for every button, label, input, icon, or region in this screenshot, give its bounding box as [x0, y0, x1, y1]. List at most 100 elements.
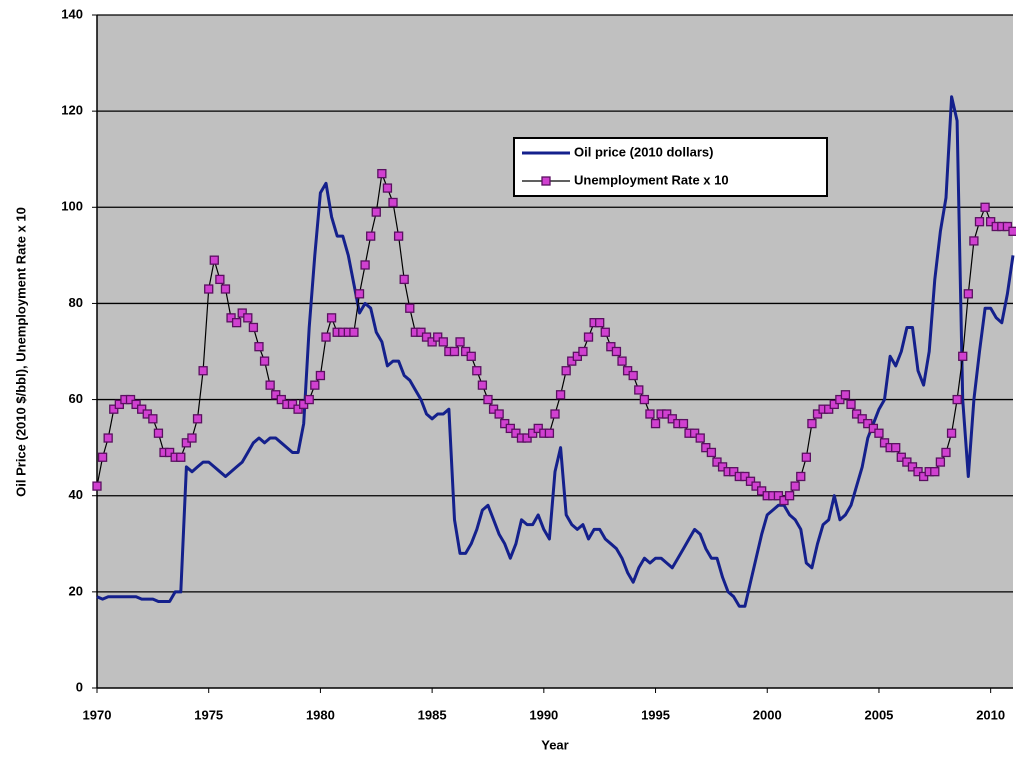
marker	[567, 356, 577, 366]
marker	[952, 394, 962, 405]
marker	[717, 462, 728, 472]
marker	[148, 414, 158, 424]
marker	[740, 471, 750, 482]
plot-area	[97, 15, 1013, 688]
y-tick-label: 80	[69, 295, 83, 310]
marker	[840, 390, 851, 400]
marker	[712, 457, 722, 467]
marker	[757, 486, 767, 496]
marker	[310, 380, 320, 390]
marker	[449, 346, 460, 357]
marker	[851, 409, 862, 419]
legend-label: Unemployment Rate x 10	[574, 172, 729, 187]
legend-marker	[541, 176, 551, 186]
marker	[1002, 221, 1013, 232]
marker	[583, 332, 594, 342]
marker	[377, 168, 387, 179]
marker	[382, 183, 393, 193]
marker	[349, 327, 359, 337]
marker	[773, 491, 784, 501]
marker	[628, 370, 638, 381]
marker	[371, 207, 381, 217]
marker	[695, 433, 705, 443]
marker	[913, 467, 923, 477]
marker	[393, 231, 404, 241]
x-tick-label: 2010	[976, 707, 1005, 722]
marker	[176, 452, 186, 462]
marker	[522, 433, 532, 443]
marker	[801, 452, 811, 462]
marker	[572, 351, 582, 361]
marker	[706, 447, 717, 458]
marker	[315, 370, 326, 381]
marker	[667, 414, 677, 424]
marker	[544, 428, 555, 438]
marker	[958, 351, 968, 361]
marker	[550, 409, 560, 419]
marker	[796, 471, 806, 482]
marker	[662, 409, 672, 419]
marker	[405, 303, 415, 313]
marker	[276, 394, 286, 405]
y-tick-label: 40	[69, 487, 83, 502]
marker	[354, 289, 365, 299]
marker	[528, 428, 538, 438]
marker	[578, 346, 588, 357]
marker	[226, 313, 236, 323]
legend-box	[513, 137, 828, 197]
x-tick-label: 1980	[306, 707, 335, 722]
marker	[388, 197, 398, 208]
marker	[779, 495, 789, 506]
marker	[231, 318, 242, 328]
marker	[125, 394, 136, 405]
marker	[863, 418, 873, 429]
marker	[678, 418, 689, 429]
x-tick-label: 1985	[418, 707, 447, 722]
y-tick-label: 60	[69, 391, 83, 406]
marker	[701, 442, 711, 453]
marker	[829, 399, 839, 410]
marker	[879, 438, 890, 448]
x-axis-label: Year	[541, 737, 568, 752]
marker	[114, 399, 124, 410]
marker	[907, 462, 918, 472]
marker	[209, 255, 219, 265]
y-tick-label: 120	[61, 103, 83, 118]
marker	[902, 457, 912, 467]
marker	[980, 202, 990, 212]
marker	[963, 289, 973, 299]
marker	[533, 423, 543, 434]
marker	[326, 313, 337, 323]
marker	[254, 342, 264, 352]
marker	[109, 404, 119, 414]
marker	[634, 385, 644, 395]
y-axis-label: Oil Price (2010 $/bbl), Unemployment Rat…	[13, 207, 28, 497]
marker	[494, 409, 504, 419]
marker	[433, 332, 443, 342]
marker	[438, 337, 448, 347]
marker	[896, 452, 906, 462]
marker	[103, 433, 113, 443]
marker	[969, 236, 979, 246]
marker	[265, 380, 275, 390]
marker	[198, 366, 208, 376]
marker	[1008, 226, 1016, 236]
marker	[645, 409, 655, 419]
marker	[416, 327, 426, 337]
marker	[595, 318, 605, 328]
marker	[784, 491, 795, 501]
x-tick-label: 2000	[753, 707, 782, 722]
marker	[271, 390, 281, 400]
marker	[204, 284, 214, 294]
marker	[187, 433, 197, 443]
marker	[500, 418, 510, 429]
marker	[153, 428, 164, 438]
series-line	[96, 95, 1015, 608]
marker	[137, 404, 147, 414]
x-tick-label: 2005	[864, 707, 893, 722]
x-tick-label: 1990	[529, 707, 558, 722]
marker	[181, 438, 192, 448]
marker	[986, 217, 996, 227]
marker	[164, 447, 175, 458]
